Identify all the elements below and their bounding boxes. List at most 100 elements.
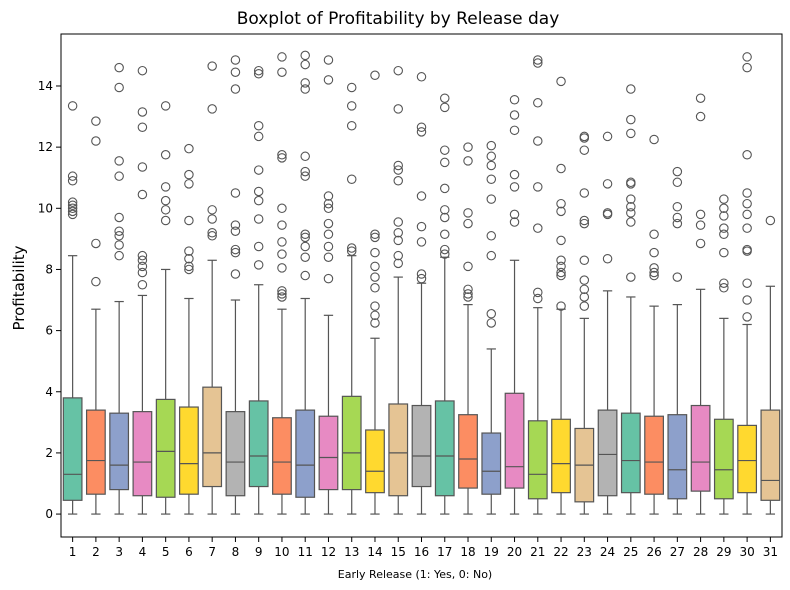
outlier-point: [393, 258, 403, 269]
x-tick-label: 4: [139, 545, 147, 559]
outlier-point: [672, 166, 683, 177]
outlier-point: [579, 145, 590, 155]
outlier-point: [137, 189, 148, 200]
outlier-point: [440, 212, 450, 223]
outlier-point: [742, 188, 752, 198]
outlier-point: [486, 231, 497, 241]
x-tick-label: 10: [274, 545, 289, 559]
outlier-point: [649, 229, 659, 240]
outlier-point: [67, 203, 78, 214]
outlier-point: [300, 166, 310, 177]
outlier-point: [416, 122, 427, 133]
box-31: [760, 409, 781, 501]
outlier-point: [509, 209, 520, 220]
outlier-point: [67, 200, 78, 210]
outlier-point: [207, 214, 217, 224]
box-15: [388, 403, 409, 497]
outlier-point: [230, 220, 241, 230]
outlier-point: [695, 220, 706, 230]
outlier-point: [253, 69, 264, 79]
x-tick-label: 27: [670, 545, 685, 559]
outlier-point: [114, 212, 124, 223]
outlier-point: [184, 253, 194, 264]
outlier-point: [114, 250, 124, 261]
outlier-point: [393, 165, 403, 175]
outlier-point: [277, 263, 287, 273]
outlier-point: [509, 217, 520, 227]
y-tick-label: 12: [38, 140, 53, 154]
outlier-point: [440, 205, 450, 215]
outlier-point: [300, 229, 310, 240]
outlier-point: [626, 217, 636, 227]
x-tick-label: 31: [763, 545, 778, 559]
outlier-point: [579, 215, 590, 226]
outlier-point: [579, 275, 590, 285]
outlier-point: [277, 286, 287, 296]
outlier-point: [184, 246, 194, 256]
box-20: [504, 392, 525, 489]
outlier-point: [207, 205, 217, 215]
outlier-point: [533, 58, 543, 68]
box-4: [132, 411, 153, 497]
x-tick-label: 28: [693, 545, 708, 559]
x-tick-label: 15: [391, 545, 406, 559]
outlier-point: [91, 238, 101, 249]
outlier-point: [67, 171, 78, 181]
box-29: [713, 418, 734, 500]
outlier-point: [486, 151, 497, 162]
box-2: [85, 409, 106, 495]
outlier-point: [323, 198, 334, 209]
outlier-point: [346, 243, 357, 253]
outlier-point: [253, 120, 264, 131]
outlier-point: [67, 101, 78, 111]
outlier-point: [184, 179, 194, 189]
x-tick-label: 20: [507, 545, 522, 559]
outlier-point: [486, 194, 497, 204]
x-tick-label: 7: [208, 545, 216, 559]
x-tick-label: 23: [577, 545, 592, 559]
x-tick-label: 29: [716, 545, 731, 559]
outlier-point: [207, 228, 217, 238]
outlier-point: [277, 289, 287, 299]
box-22: [551, 418, 571, 494]
outlier-point: [626, 177, 636, 188]
outlier-point: [137, 267, 148, 278]
x-tick-label: 8: [232, 545, 240, 559]
box-13: [341, 395, 362, 491]
outlier-point: [742, 209, 752, 220]
outlier-point: [463, 292, 473, 302]
outlier-point: [277, 52, 287, 62]
box-16: [411, 404, 432, 488]
x-tick-label: 21: [530, 545, 545, 559]
outlier-point: [230, 55, 241, 65]
outlier-point: [509, 94, 520, 105]
outlier-point: [277, 292, 287, 302]
outlier-point: [486, 160, 497, 171]
outlier-point: [719, 211, 729, 221]
outlier-point: [253, 260, 264, 270]
outlier-point: [440, 183, 450, 194]
outlier-point: [393, 65, 403, 76]
outlier-point: [91, 116, 101, 126]
outlier-point: [323, 273, 334, 284]
outlier-point: [300, 151, 310, 162]
box-30: [737, 424, 758, 494]
outlier-point: [742, 62, 752, 73]
outlier-point: [672, 272, 683, 282]
outlier-point: [765, 215, 776, 226]
outlier-point: [440, 145, 450, 155]
box-5: [155, 398, 176, 498]
outlier-point: [719, 203, 729, 214]
outlier-point: [463, 289, 473, 299]
outlier-point: [440, 157, 450, 168]
box-1: [62, 397, 83, 501]
outlier-point: [695, 238, 706, 249]
outlier-point: [277, 153, 287, 163]
outlier-point: [370, 70, 380, 81]
outlier-point: [533, 287, 543, 298]
box-26: [644, 415, 664, 495]
outlier-point: [323, 229, 334, 240]
outlier-point: [695, 93, 706, 103]
outlier-point: [370, 232, 380, 243]
